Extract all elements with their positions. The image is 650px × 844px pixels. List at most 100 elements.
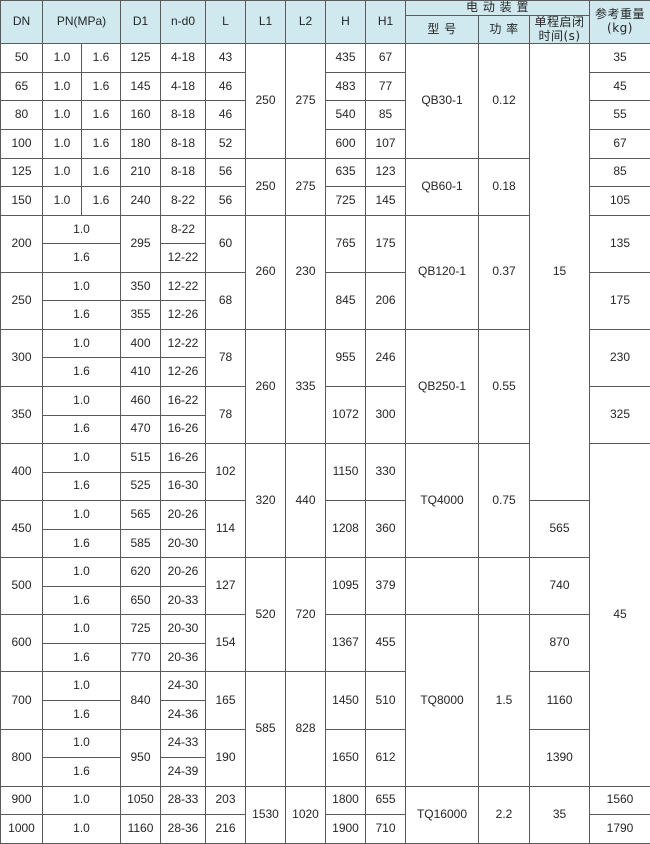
cell-weight: 55	[589, 100, 650, 131]
table-row: 800 1.0 950 24-33 190 1650 612 1390	[0, 728, 650, 787]
cell-pn: 1.0	[42, 328, 121, 359]
cell-actuator-power: 0.18	[478, 157, 530, 216]
header-cycle-time-line1: 单程启闭	[534, 15, 585, 29]
cell-h: 540	[325, 100, 366, 131]
header-h: H	[325, 0, 366, 45]
cell-pn: 1.0	[42, 385, 121, 416]
cell-weight: 85	[589, 157, 650, 188]
cell-l1: 520	[245, 557, 286, 673]
cell-nd0: 12-22	[160, 243, 206, 273]
header-model: 型 号	[405, 14, 479, 45]
table-row: 100 1.0 1.6 180 8-18 52 600 107 67	[0, 129, 650, 159]
cell-pn: 1.6	[42, 414, 121, 445]
cell-l2: 275	[285, 157, 326, 216]
cell-weight: 230	[589, 328, 650, 387]
cell-l: 68	[205, 271, 246, 330]
cell-actuator-power: 0.75	[478, 443, 530, 559]
cell-actuator-power-blank	[478, 557, 530, 616]
cell-weight: 565	[529, 500, 590, 559]
table-row: 600 1.0 725 20-30 154 1367 455 TQ8000 1.…	[0, 614, 650, 787]
cell-d1: 410	[120, 357, 161, 387]
cell-h1: 710	[365, 814, 406, 844]
cell-weight: 325	[589, 385, 650, 445]
cell-l: 78	[205, 328, 246, 387]
cell-d1: 125	[120, 43, 161, 73]
cell-d1: 460	[120, 385, 161, 416]
cell-d1: 400	[120, 328, 161, 359]
cell-h: 1900	[325, 814, 366, 844]
cell-weight: 175	[589, 271, 650, 330]
cell-pn: 1.0	[42, 671, 121, 701]
header-dn: DN	[0, 0, 43, 45]
cell-pn: 1.0	[42, 557, 121, 587]
header-actuator-group: 电 动 装 置	[405, 0, 590, 16]
header-reference-weight: 参考重量 (kg)	[589, 0, 650, 45]
table-row: 500 1.0 620 20-26 127 520 720 1095 379 7…	[0, 557, 650, 673]
cell-h1: 455	[365, 614, 406, 673]
cell-d1: 525	[120, 471, 161, 502]
cell-nd0: 8-22	[160, 186, 206, 216]
cell-weight: 135	[589, 214, 650, 273]
cell-weight: 870	[529, 614, 590, 673]
header-h1: H1	[365, 0, 406, 45]
cell-h: 600	[325, 129, 366, 159]
table-header: DN PN(MPa) D1 n-d0 L L1 L2 H H1 电 动 装 置 …	[0, 0, 650, 45]
cell-d1: 585	[120, 528, 161, 559]
cell-dn: 80	[0, 100, 43, 131]
cell-h: 955	[325, 328, 366, 387]
cell-l2: 828	[285, 671, 326, 787]
header-l1: L1	[245, 0, 286, 45]
cell-weight: 1790	[589, 814, 650, 844]
cell-l1: 1530	[245, 785, 286, 844]
cell-pn: 1.0	[42, 271, 121, 302]
table-row: 700 1.0 840 24-30 165 585 828 1450 510 1…	[0, 671, 650, 787]
header-pn: PN(MPa)	[42, 0, 121, 45]
cell-nd0: 8-18	[160, 157, 206, 188]
cell-weight: 1160	[529, 671, 590, 730]
cell-dn: 700	[0, 671, 43, 730]
cell-pn: 1.0	[42, 214, 121, 245]
cell-pn: 1.0	[42, 785, 121, 816]
cell-h1: 206	[365, 271, 406, 330]
cell-actuator-power: 0.55	[478, 328, 530, 445]
cell-dn: 200	[0, 214, 43, 273]
cell-h: 1800	[325, 785, 366, 816]
table-row: 1.6 770 20-36	[1, 642, 650, 673]
cell-actuator-power: 0.37	[478, 214, 530, 330]
cell-weight: 1390	[529, 728, 590, 787]
cell-l1: 585	[245, 671, 286, 787]
header-weight-line2: (kg)	[607, 21, 633, 36]
cell-nd0: 20-33	[160, 585, 206, 616]
header-cycle-time-line2: 时间(s)	[538, 28, 581, 43]
cell-l: 127	[205, 557, 246, 616]
cell-pn-a: 1.0	[42, 157, 82, 188]
table-row: 400 1.0 515 16-26 102 320 440 1150 330 T…	[0, 443, 650, 787]
cell-nd0: 24-30	[160, 671, 206, 701]
cell-nd0: 8-22	[160, 214, 206, 245]
cell-pn-b: 1.6	[81, 186, 121, 216]
cell-h1: 67	[365, 43, 406, 73]
cell-nd0: 20-30	[160, 528, 206, 559]
cell-dn: 1000	[0, 814, 43, 844]
cell-pn: 1.0	[42, 728, 121, 759]
cell-pn: 1.6	[42, 585, 121, 616]
cell-h1: 300	[365, 385, 406, 445]
cell-d1: 145	[120, 71, 161, 102]
header-cycle-time: 单程启闭 时间(s)	[529, 14, 590, 45]
table-row: 1.6 24-39	[1, 757, 650, 787]
cell-nd0: 12-22	[160, 271, 206, 302]
cell-l: 216	[205, 814, 246, 844]
cell-pn-b: 1.6	[81, 129, 121, 159]
table-row: 80 1.0 1.6 160 8-18 46 540 85 55	[0, 100, 650, 131]
cell-nd0: 24-36	[160, 699, 206, 730]
cell-l: 56	[205, 157, 246, 188]
cell-pn-b: 1.6	[81, 100, 121, 131]
cell-nd0: 28-33	[160, 785, 206, 816]
cell-actuator-model: TQ8000	[405, 614, 479, 787]
cell-l1: 320	[245, 443, 286, 559]
cell-d1: 350	[120, 271, 161, 302]
header-row-1: DN PN(MPa) D1 n-d0 L L1 L2 H H1 电 动 装 置 …	[0, 0, 650, 45]
table-row: 50 1.0 1.6 125 4-18 43 250 275 435 67 QB…	[0, 43, 650, 502]
cell-nd0: 16-22	[160, 385, 206, 416]
cell-pn: 1.6	[42, 300, 121, 330]
